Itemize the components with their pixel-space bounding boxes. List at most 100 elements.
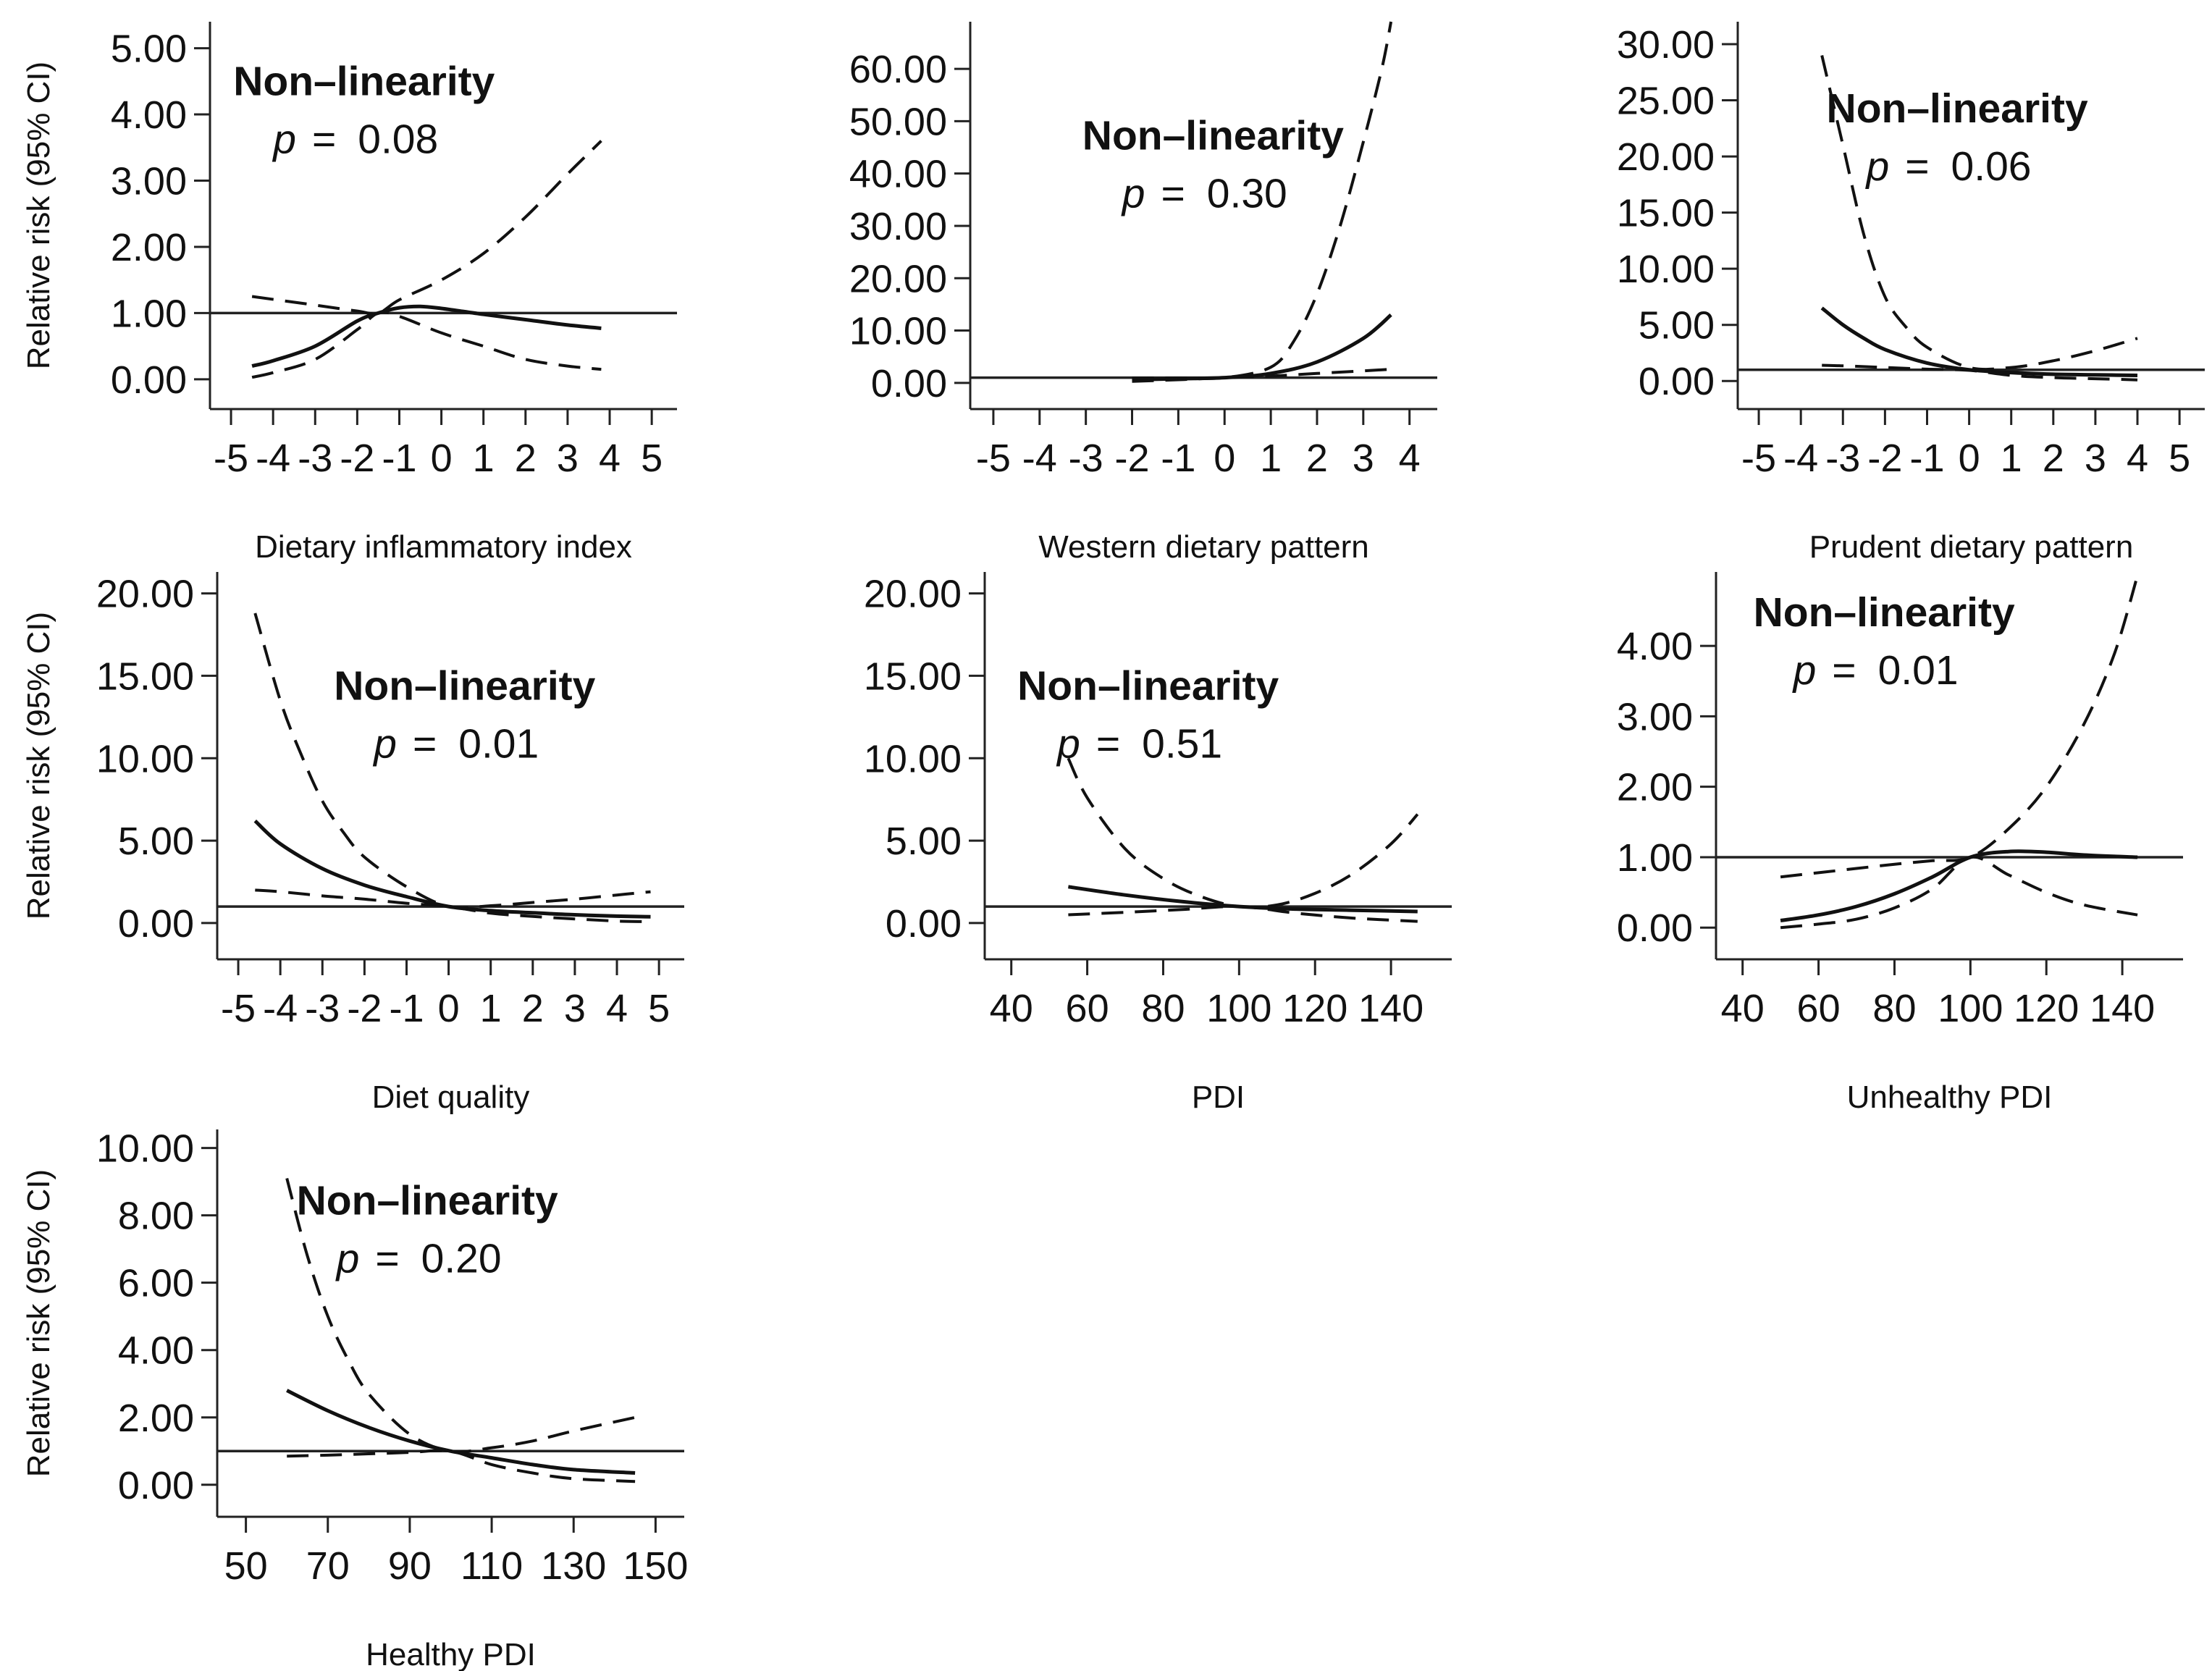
p-value: 0.01 (458, 721, 539, 767)
x-tick-label: 1 (1260, 437, 1282, 480)
x-tick-label: -2 (1867, 437, 1902, 480)
p-symbol: p (1792, 647, 1817, 694)
y-tick-label: 0.00 (118, 1464, 194, 1507)
x-tick-label: -5 (214, 437, 248, 480)
y-tick-label: 60.00 (849, 48, 947, 91)
x-tick-label: 120 (2014, 987, 2079, 1030)
x-tick-label: 5 (648, 987, 670, 1030)
series-upper-95-ci (1780, 575, 2140, 879)
p-value-annotation: p = 0.20 (335, 1236, 502, 1282)
x-tick-label: -4 (1783, 437, 1818, 480)
y-tick-label: 5.00 (1639, 304, 1715, 348)
x-axis-title: Healthy PDI (366, 1637, 536, 1671)
y-tick-label: 5.00 (111, 28, 187, 71)
y-tick-label: 0.00 (886, 902, 962, 946)
x-tick-label: 100 (1938, 987, 2003, 1030)
x-tick-label: 1 (473, 437, 495, 480)
equals-sign: = (1905, 143, 1929, 190)
non-linearity-label: Non–linearity (1754, 589, 2015, 636)
series-lower-95-ci (1780, 855, 2138, 930)
y-tick-label: 40.00 (849, 153, 947, 196)
x-tick-label: 80 (1872, 987, 1916, 1030)
y-axis-title: Relative risk (95% CI) (21, 612, 56, 919)
y-tick-label: 4.00 (111, 93, 187, 137)
x-tick-label: 1 (2001, 437, 2022, 480)
x-tick-label: 0 (1959, 437, 1980, 480)
panel-pdi: 0.00 5.00 10.00 15.00 20.00 40 60 80 100 120 140 PD… (864, 572, 1452, 1115)
x-tick-label: 130 (541, 1544, 606, 1588)
x-axis-title: Western dietary pattern (1038, 529, 1369, 565)
y-tick-label: 20.00 (96, 573, 194, 616)
x-tick-label: 110 (461, 1544, 523, 1588)
y-tick-label: 10.00 (96, 1127, 194, 1171)
x-tick-label: 0 (1214, 437, 1235, 480)
panel-unhealthy-pdi: 0.00 1.00 2.00 3.00 4.00 40 60 80 100 120 140 Unhea… (1617, 572, 2183, 1115)
x-tick-label: 3 (557, 437, 579, 480)
series-relative-risk (1780, 849, 2138, 922)
equals-sign: = (1832, 647, 1856, 694)
x-tick-label: 2 (1306, 437, 1328, 480)
y-tick-label: 10.00 (849, 310, 947, 353)
equals-sign: = (375, 1236, 399, 1282)
y-tick-label: 30.00 (1617, 23, 1715, 67)
y-tick-label: 3.00 (111, 159, 187, 203)
y-axis-title: Relative risk (95% CI) (21, 62, 56, 369)
series-upper-95-ci (253, 613, 651, 909)
equals-sign: = (312, 117, 336, 163)
panel-western-dietary-pattern: 0.00 10.00 20.00 30.00 40.00 50.00 60.00 -5 -4 -3… (849, 21, 1437, 565)
x-tick-label: -2 (1115, 437, 1150, 480)
series-relative-risk (253, 819, 651, 919)
panel-healthy-pdi: 0.00 2.00 4.00 6.00 8.00 10.00 50 70 90 110 130 150… (21, 1127, 688, 1671)
x-tick-label: 0 (431, 437, 453, 480)
y-tick-label: 3.00 (1617, 695, 1693, 738)
p-symbol: p (1056, 721, 1080, 767)
y-tick-label: 10.00 (1617, 248, 1715, 291)
y-tick-label: 2.00 (1617, 766, 1693, 809)
y-tick-label: 4.00 (118, 1329, 194, 1373)
x-tick-label: 5 (641, 437, 663, 480)
series-relative-risk (286, 1389, 636, 1475)
y-tick-label: 1.00 (1617, 836, 1693, 880)
p-value: 0.20 (421, 1236, 502, 1282)
y-tick-label: 25.00 (1617, 80, 1715, 123)
y-tick-label: 10.00 (864, 737, 962, 780)
equals-sign: = (413, 721, 437, 767)
p-symbol: p (1865, 143, 1890, 190)
y-axis-title: Relative risk (95% CI) (21, 1169, 56, 1477)
x-tick-label: 3 (2085, 437, 2106, 480)
y-tick-label: 1.00 (111, 292, 187, 335)
x-tick-label: 50 (224, 1544, 268, 1588)
series-upper-95-ci (1067, 757, 1419, 909)
y-tick-label: 20.00 (864, 573, 962, 616)
p-symbol: p (1121, 171, 1145, 217)
y-tick-label: 0.00 (1617, 906, 1693, 950)
x-tick-label: 2 (2043, 437, 2064, 480)
p-value: 0.08 (358, 117, 438, 163)
x-tick-label: -1 (1161, 437, 1195, 480)
p-symbol: p (272, 117, 296, 163)
non-linearity-label: Non–linearity (233, 59, 495, 105)
x-tick-label: -4 (263, 987, 298, 1030)
x-tick-label: -3 (1069, 437, 1103, 480)
p-symbol: p (372, 721, 397, 767)
y-tick-label: 5.00 (118, 820, 194, 863)
series-relative-risk (1132, 313, 1392, 382)
x-tick-label: -3 (1825, 437, 1860, 480)
series-lower-95-ci (251, 311, 602, 379)
y-tick-label: 15.00 (96, 654, 194, 698)
x-tick-label: 100 (1206, 987, 1271, 1030)
series-relative-risk (251, 304, 602, 369)
x-tick-label: -4 (256, 437, 290, 480)
x-tick-label: 80 (1141, 987, 1185, 1030)
y-tick-label: 0.00 (118, 902, 194, 946)
non-linearity-label: Non–linearity (1082, 113, 1344, 159)
x-tick-label: 4 (606, 987, 628, 1030)
x-tick-label: 70 (306, 1544, 350, 1588)
equals-sign: = (1096, 721, 1120, 767)
non-linearity-label: Non–linearity (334, 663, 595, 710)
non-linearity-label: Non–linearity (1827, 85, 2088, 132)
x-tick-label: 4 (2127, 437, 2148, 480)
p-value: 0.06 (1951, 143, 2032, 190)
y-tick-label: 10.00 (96, 737, 194, 780)
p-value-annotation: p = 0.30 (1121, 171, 1287, 217)
